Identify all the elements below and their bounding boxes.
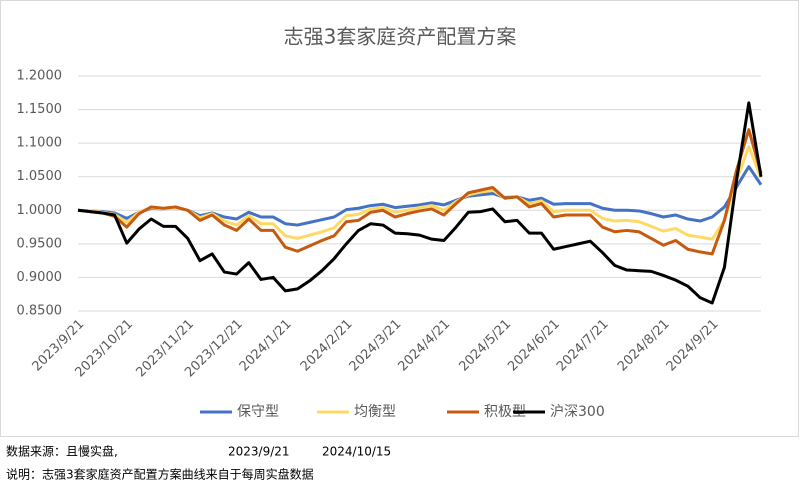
y-tick-label: 1.1000 [17, 136, 63, 151]
series-line [77, 101, 763, 305]
legend-label: 保守型 [237, 404, 279, 420]
y-tick-label: 0.9500 [17, 236, 63, 251]
y-tick-label: 1.1500 [17, 102, 63, 117]
y-tick-label: 1.0000 [17, 203, 63, 218]
y-tick-label: 0.8500 [17, 304, 63, 319]
series-line [77, 128, 763, 256]
footer-start: 2023/9/21 [228, 445, 290, 459]
legend-label: 均衡型 [354, 404, 396, 420]
legend-label: 沪深300 [550, 404, 605, 420]
footer-end: 2024/10/15 [322, 445, 391, 459]
chart-title: 志强3套家庭资产配置方案 [284, 25, 517, 49]
y-tick-label: 0.9000 [17, 270, 63, 285]
y-tick-label: 1.0500 [17, 169, 63, 184]
footer-note: 说明：志强3套家庭资产配置方案曲线来自于每周实盘数据 [6, 467, 314, 482]
y-tick-label: 1.2000 [17, 69, 63, 84]
legend-label: 积极型 [484, 404, 526, 420]
footer-source: 数据来源：且慢实盘, [6, 444, 118, 459]
